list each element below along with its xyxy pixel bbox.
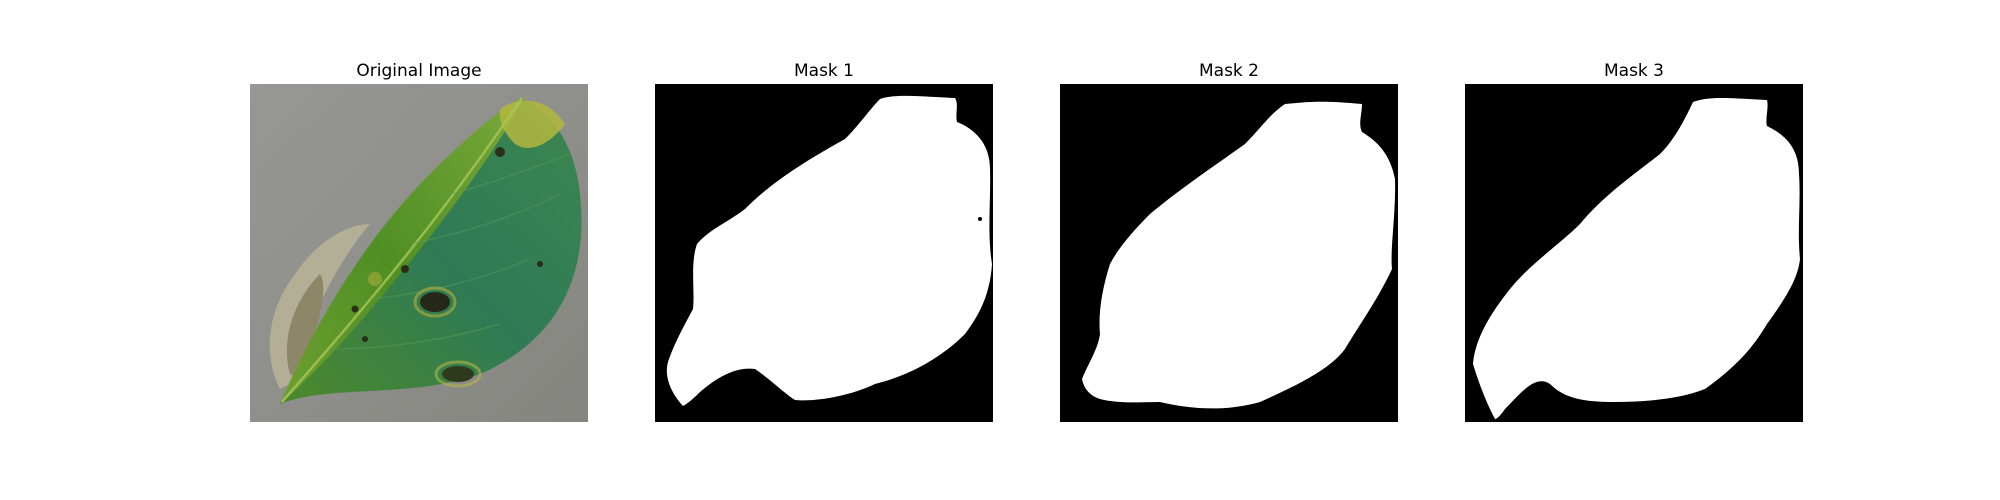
panel-mask-3: Mask 3 [1465, 58, 1803, 422]
panel-mask-1: Mask 1 [655, 58, 993, 422]
panel-title: Original Image [356, 61, 482, 81]
panel-title: Mask 2 [1198, 61, 1259, 81]
panel-title: Mask 1 [793, 61, 854, 81]
mask-2-image [1060, 84, 1398, 422]
panel-original-image: Original Image [250, 58, 588, 422]
mask-3-image [1465, 84, 1803, 422]
panel-mask-2: Mask 2 [1060, 58, 1398, 422]
panel-title: Mask 3 [1603, 61, 1664, 81]
mask-1-image [655, 84, 993, 422]
original-leaf-image [250, 84, 588, 422]
